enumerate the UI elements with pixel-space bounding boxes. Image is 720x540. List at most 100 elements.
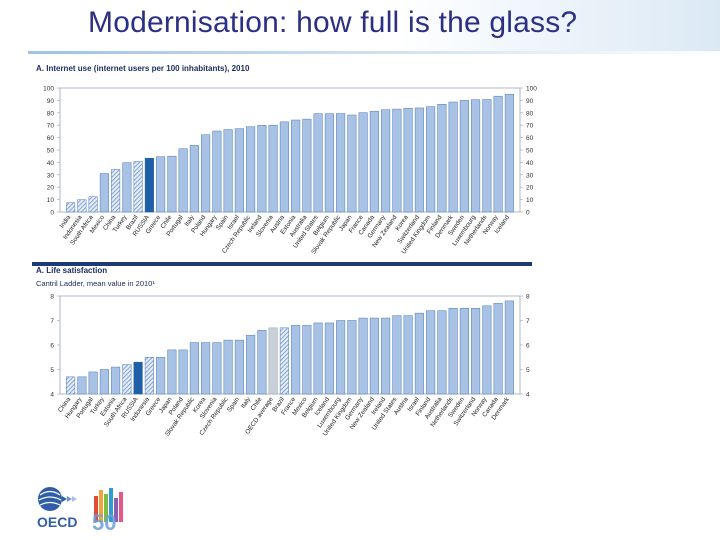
y-tick-label-right: 8 bbox=[526, 294, 530, 301]
bar-south-africa bbox=[122, 364, 132, 395]
bar-poland bbox=[201, 134, 211, 213]
bar-slovak-republic bbox=[336, 113, 346, 213]
y-tick-label-left: 40 bbox=[47, 160, 55, 167]
bar-canada bbox=[493, 303, 503, 395]
bar-switzerland bbox=[471, 308, 481, 395]
bar-germany bbox=[358, 317, 368, 395]
y-tick-label-right: 90 bbox=[526, 98, 534, 105]
bar-slovak-republic bbox=[189, 342, 199, 395]
y-tick-label-left: 4 bbox=[50, 392, 54, 399]
bar-spain bbox=[234, 339, 244, 395]
bar-estonia bbox=[111, 366, 121, 395]
bar-oecd-average bbox=[268, 327, 278, 395]
bar-hungary bbox=[77, 376, 87, 395]
y-tick-label-right: 0 bbox=[526, 210, 530, 217]
bar-finland bbox=[437, 103, 447, 213]
bar-italy bbox=[189, 145, 199, 213]
y-tick-label-right: 60 bbox=[526, 135, 534, 142]
y-tick-label-right: 70 bbox=[526, 123, 534, 130]
y-tick-label-left: 90 bbox=[47, 98, 55, 105]
y-tick-label-left: 70 bbox=[47, 123, 55, 130]
svg-text:OECD: OECD bbox=[37, 514, 77, 530]
bar-italy bbox=[246, 334, 256, 395]
oecd-logo: OECD 50 bbox=[37, 487, 123, 534]
bar-russia bbox=[133, 361, 143, 395]
bar-japan bbox=[347, 114, 357, 213]
bar-israel bbox=[234, 128, 244, 213]
y-tick-label-right: 20 bbox=[526, 185, 534, 192]
y-tick-label-right: 4 bbox=[526, 392, 530, 399]
bar-china bbox=[66, 376, 76, 395]
y-tick-label-right: 40 bbox=[526, 160, 534, 167]
bar-austria bbox=[279, 121, 289, 213]
bar-spain bbox=[223, 129, 233, 213]
bar-norway bbox=[482, 305, 492, 395]
y-tick-label-right: 7 bbox=[526, 318, 530, 325]
bar-israel bbox=[414, 312, 424, 395]
title-rule bbox=[28, 51, 720, 54]
bar-russia bbox=[144, 157, 154, 213]
chart-b-subtitle: Cantril Ladder, mean value in 2010¹ bbox=[36, 279, 155, 288]
bar-norway bbox=[493, 95, 503, 213]
bar-hungary bbox=[212, 130, 222, 213]
bar-brazil bbox=[279, 327, 289, 395]
y-tick-label-right: 10 bbox=[526, 197, 534, 204]
y-tick-label-left: 8 bbox=[50, 294, 54, 301]
page-title: Modernisation: how full is the glass? bbox=[88, 6, 578, 39]
bar-mexico bbox=[99, 173, 109, 213]
bar-canada bbox=[369, 110, 379, 213]
bar-netherlands bbox=[482, 99, 492, 213]
panel-divider bbox=[32, 262, 532, 266]
y-tick-label-right: 6 bbox=[526, 343, 530, 350]
bar-czech-republic bbox=[223, 339, 233, 395]
y-tick-label-left: 100 bbox=[43, 86, 54, 93]
bar-france bbox=[291, 325, 301, 395]
bar-greece bbox=[156, 156, 166, 213]
bar-slovenia bbox=[212, 342, 222, 395]
bar-mexico bbox=[302, 325, 312, 395]
bar-germany bbox=[381, 109, 391, 213]
bar-belgium bbox=[313, 322, 323, 395]
y-tick-label-right: 30 bbox=[526, 172, 534, 179]
bar-japan bbox=[167, 349, 177, 395]
bar-new-zealand bbox=[392, 108, 402, 213]
chart-a-title: A. Internet use (internet users per 100 … bbox=[36, 64, 250, 73]
bar-chile bbox=[167, 155, 177, 213]
bar-turkey bbox=[122, 162, 132, 213]
bar-luxembourg bbox=[471, 99, 481, 213]
y-tick-label-right: 80 bbox=[526, 110, 534, 117]
bar-finland bbox=[426, 310, 436, 395]
bar-ireland bbox=[257, 125, 267, 213]
bar-chile bbox=[257, 330, 267, 395]
y-tick-label-right: 100 bbox=[526, 86, 537, 93]
bar-iceland bbox=[504, 93, 514, 213]
bar-united-states bbox=[392, 315, 402, 395]
bar-australia bbox=[302, 118, 312, 213]
bar-sweden bbox=[459, 100, 469, 213]
bar-united-kingdom bbox=[347, 320, 357, 395]
bar-ireland bbox=[381, 317, 391, 395]
bar-korea bbox=[403, 107, 413, 213]
y-tick-label-left: 50 bbox=[47, 148, 55, 155]
anniversary-50-mark: 50 bbox=[92, 488, 123, 534]
y-tick-label-left: 7 bbox=[50, 318, 54, 325]
bar-india bbox=[66, 202, 76, 213]
bar-china bbox=[111, 169, 121, 213]
bar-new-zealand bbox=[369, 317, 379, 395]
bar-france bbox=[358, 112, 368, 213]
bar-iceland bbox=[324, 322, 334, 395]
bar-turkey bbox=[99, 369, 109, 395]
bar-estonia bbox=[291, 119, 301, 213]
oecd-globe-icon bbox=[38, 487, 77, 511]
bar-indonesia bbox=[144, 357, 154, 395]
svg-text:50: 50 bbox=[92, 510, 116, 534]
x-tick-label-spain: Spain bbox=[226, 396, 241, 414]
bar-slovenia bbox=[268, 124, 278, 213]
y-tick-label-right: 50 bbox=[526, 148, 534, 155]
bar-indonesia bbox=[77, 199, 87, 213]
bar-poland bbox=[178, 349, 188, 395]
title-band bbox=[0, 0, 720, 52]
y-tick-label-left: 6 bbox=[50, 343, 54, 350]
bar-south-africa bbox=[88, 196, 98, 213]
bar-united-kingdom bbox=[426, 106, 436, 213]
